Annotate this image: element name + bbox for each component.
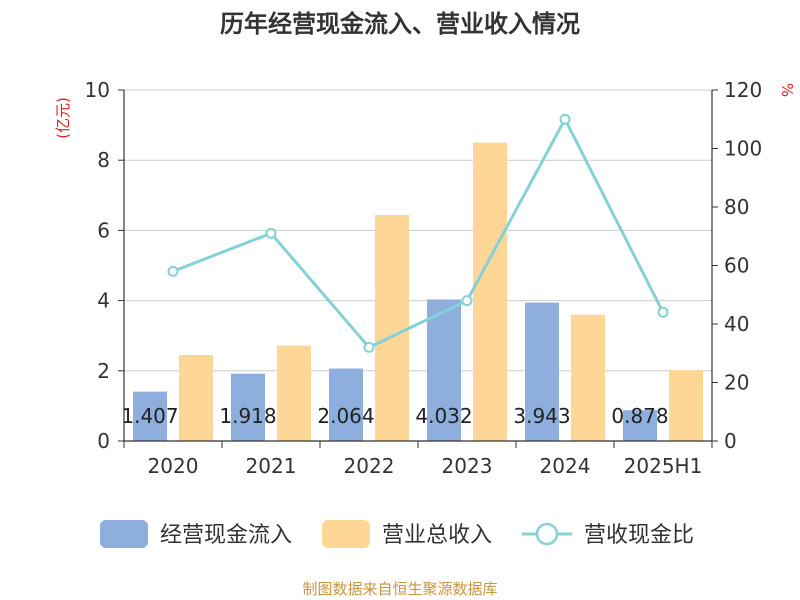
y-left-tick-label: 8 xyxy=(97,148,110,172)
bar-data-label: 4.032 xyxy=(415,404,472,428)
y-left-tick-label: 2 xyxy=(97,359,110,383)
bar-revenue xyxy=(571,314,605,441)
legend-marker xyxy=(535,522,559,546)
bar-cash-inflow xyxy=(231,373,265,441)
y-right-tick-label: 60 xyxy=(724,254,749,278)
bar-data-label: 1.407 xyxy=(121,404,178,428)
ratio-point xyxy=(265,227,277,239)
y-right-tick-label: 100 xyxy=(724,137,762,161)
ratio-point xyxy=(363,341,375,353)
bar-cash-inflow xyxy=(133,391,167,441)
bar-data-label: 1.918 xyxy=(219,404,276,428)
ratio-point xyxy=(167,265,179,277)
bar-cash-inflow xyxy=(329,368,363,441)
bar-revenue xyxy=(669,370,703,441)
bar-revenue xyxy=(277,345,311,441)
y-left-tick-label: 10 xyxy=(85,78,110,102)
bar-data-label: 3.943 xyxy=(513,404,570,428)
source-note: 制图数据来自恒生聚源数据库 xyxy=(302,580,497,598)
ratio-point xyxy=(559,113,571,125)
y-right-unit: % xyxy=(778,83,796,97)
line-series xyxy=(167,113,669,353)
x-tick-label: 2025H1 xyxy=(624,454,703,478)
legend-swatch xyxy=(100,520,148,548)
y-right-tick-label: 20 xyxy=(724,371,749,395)
y-left-tick-label: 4 xyxy=(97,289,110,313)
y-left-unit: (亿元) xyxy=(54,97,72,139)
x-tick-label: 2024 xyxy=(540,454,591,478)
bar-revenue xyxy=(473,142,507,441)
bar-revenue xyxy=(179,355,213,441)
x-tick-label: 2020 xyxy=(148,454,199,478)
bar-cash-inflow xyxy=(525,302,559,441)
bar-cash-inflow xyxy=(427,299,461,441)
bar-revenue xyxy=(375,214,409,441)
ratio-line xyxy=(172,116,665,350)
legend-label: 经营现金流入 xyxy=(160,523,292,548)
x-tick-label: 2022 xyxy=(344,454,395,478)
bar-data-label: 0.878 xyxy=(611,404,668,428)
ratio-point xyxy=(657,306,669,318)
x-tick-label: 2021 xyxy=(246,454,297,478)
bar-data-label: 2.064 xyxy=(317,404,374,428)
y-right-tick-label: 120 xyxy=(724,78,762,102)
bar-cash-inflow xyxy=(623,410,657,441)
y-left-tick-label: 0 xyxy=(97,429,110,453)
x-tick-label: 2023 xyxy=(442,454,493,478)
bars xyxy=(133,142,703,441)
legend: 经营现金流入 营业总收入 营收现金比 xyxy=(100,520,694,548)
grid-lines xyxy=(124,89,712,372)
chart-title: 历年经营现金流入、营业收入情况 xyxy=(220,10,580,38)
y-right-tick-label: 0 xyxy=(724,429,737,453)
y-left-tick-label: 6 xyxy=(97,218,110,242)
legend-label: 营收现金比 xyxy=(584,523,694,548)
y-right-tick-label: 80 xyxy=(724,195,749,219)
y-right-tick-label: 40 xyxy=(724,312,749,336)
data-labels: 1.407 1.918 2.064 4.032 3.943 0.878 xyxy=(121,404,668,428)
ratio-point xyxy=(461,295,473,307)
legend-label: 营业总收入 xyxy=(382,523,492,548)
legend-swatch xyxy=(322,520,370,548)
